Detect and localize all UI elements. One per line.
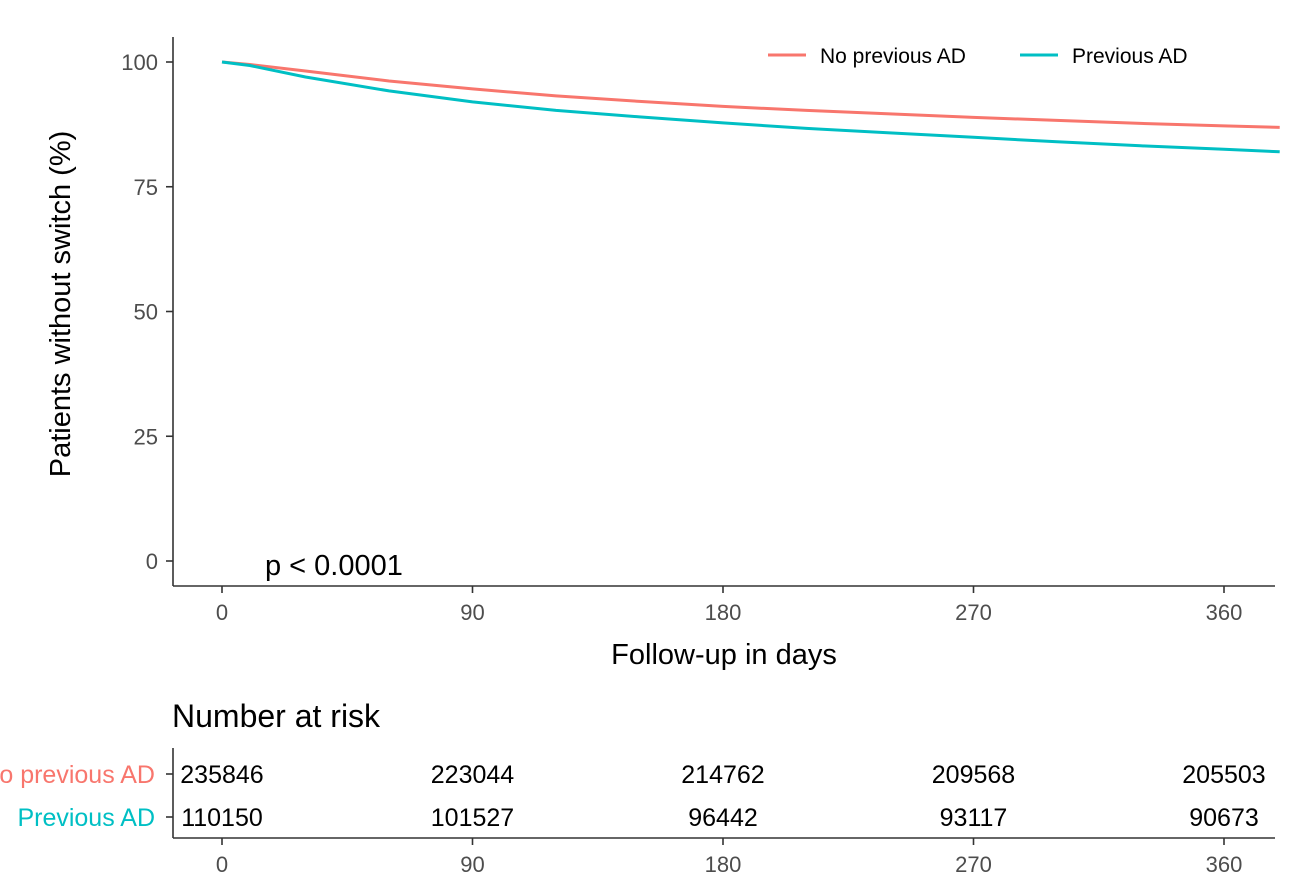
- y-tick-label: 25: [134, 424, 158, 449]
- y-tick-label: 75: [134, 175, 158, 200]
- x-tick-label: 270: [955, 600, 992, 625]
- legend-label: No previous AD: [820, 45, 966, 68]
- series-line-previous-ad: [221, 60, 1280, 154]
- legend-label: Previous AD: [1072, 45, 1188, 68]
- risk-x-tick-label: 90: [460, 852, 484, 877]
- x-axis-title: Follow-up in days: [611, 639, 837, 671]
- x-tick-label: 0: [216, 600, 228, 625]
- risk-value: 223044: [431, 761, 515, 789]
- x-tick-label: 90: [460, 600, 484, 625]
- x-ticks: 0 90 180 270 360: [216, 586, 1242, 625]
- survival-curves: [221, 60, 1280, 154]
- risk-value: 93117: [940, 804, 1008, 832]
- risk-row-label: Previous AD: [17, 804, 155, 832]
- main-plot: 0 25 50 75 100 0 90 180 270 360 Patients without…: [45, 37, 1280, 671]
- series-line-no-previous-ad: [221, 60, 1280, 129]
- risk-value: 101527: [431, 804, 514, 832]
- risk-value: 205503: [1182, 761, 1265, 789]
- y-tick-label: 50: [134, 300, 158, 325]
- y-tick-label: 0: [146, 549, 158, 574]
- risk-table-title: Number at risk: [172, 698, 381, 734]
- risk-x-ticks: 0 90 180 270 360: [216, 838, 1242, 877]
- y-ticks: 0 25 50 75 100: [121, 50, 173, 574]
- legend: No previous AD Previous AD: [768, 45, 1188, 68]
- risk-x-tick-label: 360: [1206, 852, 1243, 877]
- risk-value: 110150: [181, 804, 263, 832]
- risk-value: 96442: [688, 804, 758, 832]
- risk-x-tick-label: 180: [705, 852, 742, 877]
- risk-rows: No previous AD 235846 223044 214762 209568 20…: [0, 761, 1266, 832]
- x-tick-label: 360: [1206, 600, 1243, 625]
- x-tick-label: 180: [705, 600, 742, 625]
- risk-value: 209568: [932, 761, 1015, 789]
- risk-value: 90673: [1189, 804, 1259, 832]
- risk-value: 235846: [180, 761, 263, 789]
- risk-x-tick-label: 0: [216, 852, 228, 877]
- risk-value: 214762: [681, 761, 764, 789]
- y-tick-label: 100: [121, 50, 158, 75]
- risk-x-tick-label: 270: [955, 852, 992, 877]
- risk-table: Number at risk No previous AD 235846 22304…: [0, 698, 1275, 877]
- risk-row-label: No previous AD: [0, 761, 155, 789]
- y-axis-title: Patients without switch (%): [45, 131, 77, 478]
- p-value-annotation: p < 0.0001: [265, 550, 403, 582]
